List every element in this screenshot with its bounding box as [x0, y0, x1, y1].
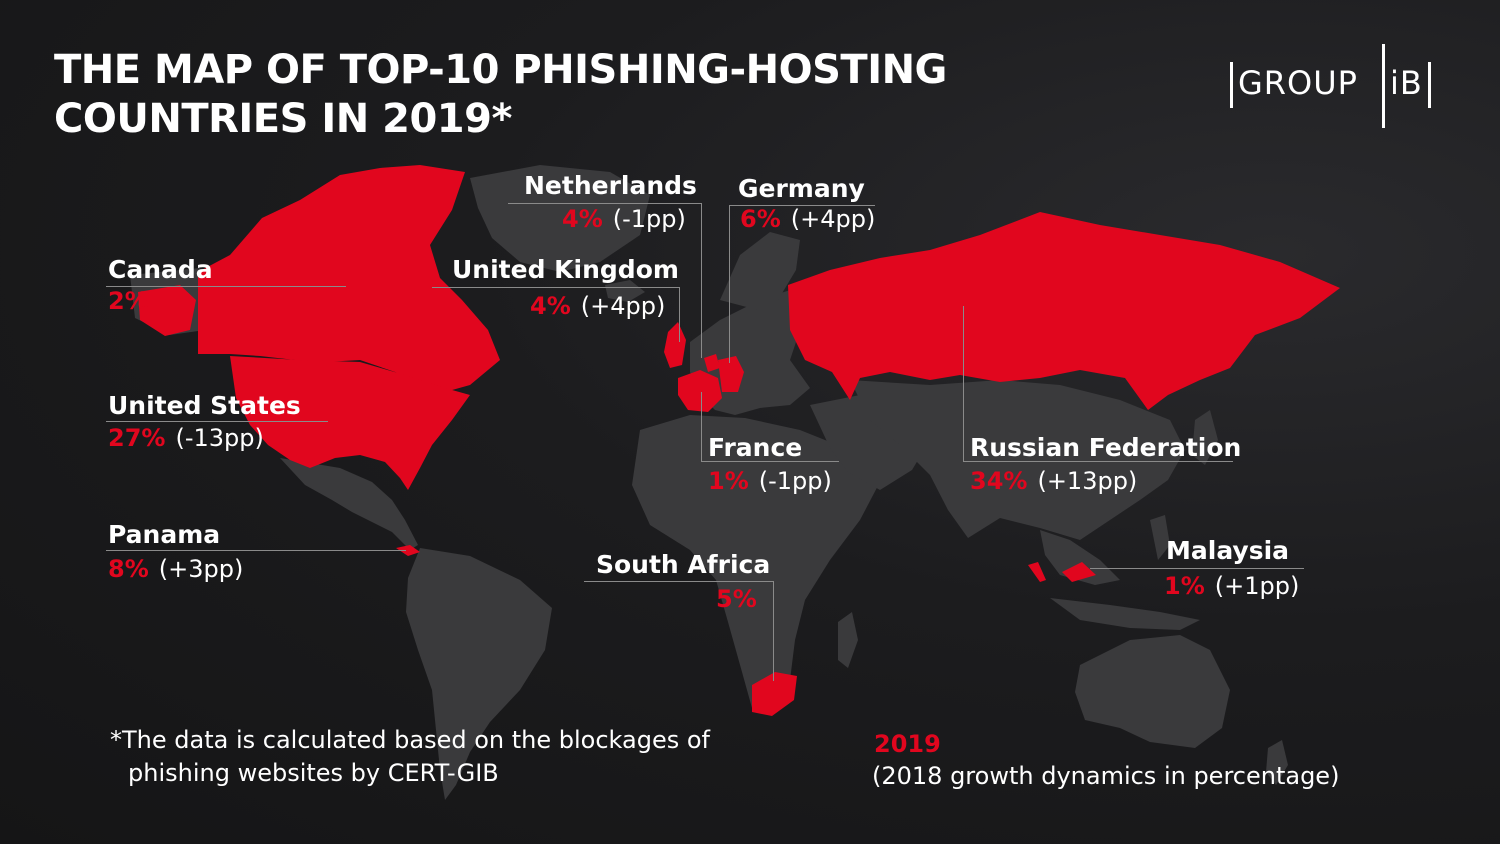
germany-region [718, 356, 744, 392]
change-netherlands: (-1pp) [612, 205, 686, 233]
stats-germany: 6% (+4pp) [740, 204, 875, 234]
page-title: THE MAP OF TOP-10 PHISHING-HOSTING COUNT… [54, 46, 947, 144]
logo-bar-left [1230, 62, 1233, 108]
stats-canada: 2% [108, 286, 149, 316]
share-united-kingdom: 4% [530, 292, 571, 320]
greenland-land [470, 165, 650, 272]
change-russian-federation: (+13pp) [1037, 467, 1138, 495]
australia-land [1075, 635, 1230, 748]
share-germany: 6% [740, 205, 781, 233]
group-ib-logo: GROUP iB [1228, 44, 1434, 128]
stats-france: 1% (-1pp) [708, 466, 832, 496]
share-united-states: 27% [108, 424, 166, 452]
us-region [230, 356, 470, 490]
label-south-africa: South Africa [596, 550, 771, 579]
mexico-central-america-land [280, 458, 418, 550]
share-panama: 8% [108, 555, 149, 583]
south-america-land [406, 548, 552, 800]
share-malaysia: 1% [1164, 572, 1205, 600]
stats-panama: 8% (+3pp) [108, 554, 243, 584]
africa-land [632, 415, 882, 712]
leader-france-h [701, 461, 839, 462]
title-line-2: COUNTRIES IN 2019* [54, 96, 512, 142]
footnote-line-2: phishing websites by CERT-GIB [128, 759, 499, 787]
leader-germany-v [729, 205, 730, 363]
alaska-us-region [138, 285, 196, 336]
label-malaysia: Malaysia [1166, 536, 1290, 565]
label-france: France [708, 433, 803, 462]
south-africa-region [752, 672, 797, 716]
leader-united-kingdom-h [432, 287, 680, 288]
indonesia-land [1050, 598, 1200, 630]
change-germany: (+4pp) [790, 205, 876, 233]
leader-united-kingdom-v [679, 287, 680, 342]
footnote: *The data is calculated based on the blo… [110, 724, 710, 790]
leader-russia-v [963, 306, 964, 462]
highlighted-countries [138, 165, 1340, 716]
change-panama: (+3pp) [158, 555, 244, 583]
leader-netherlands-h [508, 203, 702, 204]
change-united-states: (-13pp) [175, 424, 264, 452]
label-canada: Canada [108, 255, 213, 284]
logo-text-right: iB [1390, 64, 1423, 102]
philippines-land [1150, 515, 1170, 560]
label-netherlands: Netherlands [524, 171, 697, 200]
canada-region [198, 165, 500, 392]
footnote-line-1: *The data is calculated based on the blo… [110, 726, 710, 754]
leader-south-africa-v [773, 581, 774, 681]
change-united-kingdom: (+4pp) [580, 292, 666, 320]
scandinavia-land [720, 232, 800, 310]
leader-malaysia [1090, 568, 1304, 569]
madagascar-land [838, 612, 858, 668]
stats-netherlands: 4% (-1pp) [562, 204, 686, 234]
label-united-kingdom: United Kingdom [452, 255, 679, 284]
leader-germany-h [729, 205, 875, 206]
label-russian-federation: Russian Federation [970, 433, 1242, 462]
stats-united-states: 27% (-13pp) [108, 423, 264, 453]
share-south-africa: 5% [716, 585, 757, 613]
logo-text-left: GROUP [1238, 64, 1358, 102]
share-france: 1% [708, 467, 749, 495]
leader-canada [106, 286, 346, 287]
stats-south-africa: 5% [716, 584, 757, 614]
change-france: (-1pp) [758, 467, 832, 495]
japan-land [1192, 410, 1218, 465]
share-canada: 2% [108, 287, 149, 315]
share-netherlands: 4% [562, 205, 603, 233]
title-line-1: THE MAP OF TOP-10 PHISHING-HOSTING [54, 47, 947, 93]
legend-note: (2018 growth dynamics in percentage) [872, 762, 1340, 790]
logo-bar-middle [1382, 44, 1385, 128]
label-germany: Germany [738, 174, 865, 203]
leader-panama [106, 550, 406, 551]
label-panama: Panama [108, 520, 221, 549]
southeast-asia-land [1040, 530, 1120, 585]
panama-region [396, 545, 420, 556]
uk-region [664, 322, 686, 368]
asia-land [850, 380, 1185, 540]
leader-united-states [106, 421, 328, 422]
leader-france-v [701, 392, 702, 462]
europe-land [690, 290, 810, 415]
stats-russian-federation: 34% (+13pp) [970, 466, 1137, 496]
share-russian-federation: 34% [970, 467, 1028, 495]
label-united-states: United States [108, 391, 301, 420]
new-zealand-land [1266, 740, 1288, 785]
stats-malaysia: 1% (+1pp) [1164, 571, 1299, 601]
change-malaysia: (+1pp) [1214, 572, 1300, 600]
france-region [678, 370, 722, 412]
stats-united-kingdom: 4% (+4pp) [530, 291, 665, 321]
legend-year: 2019 [874, 730, 941, 758]
iceland-land [605, 280, 645, 302]
leader-netherlands-v [701, 203, 702, 358]
russia-region [788, 212, 1340, 410]
leader-south-africa-h [584, 581, 774, 582]
logo-bar-right [1428, 62, 1431, 108]
netherlands-region [704, 354, 720, 372]
leader-russia-h [963, 461, 1233, 462]
malaysia-region [1028, 562, 1096, 582]
